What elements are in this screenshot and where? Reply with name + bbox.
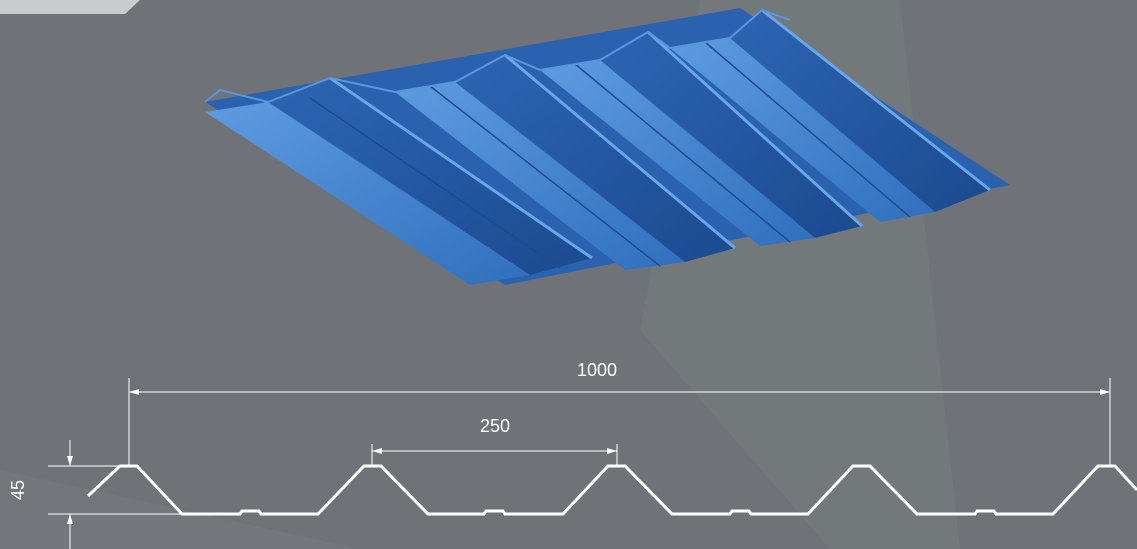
dimension-pitch: 250 <box>371 416 618 466</box>
stiffener-line <box>309 97 561 269</box>
rib-edge <box>329 76 593 260</box>
rib-edge <box>761 8 991 192</box>
stiffener-line <box>574 63 791 243</box>
corner-tab <box>0 0 140 14</box>
sheet-front-edge <box>204 8 791 104</box>
height-label: 45 <box>8 480 28 500</box>
sheet-valley <box>670 38 935 222</box>
roof-sheet-3d-render <box>204 8 1010 285</box>
stiffener-line <box>429 85 661 267</box>
background-band <box>0 470 360 549</box>
arrowhead-left <box>129 389 139 395</box>
arrowhead-height-top <box>67 456 73 466</box>
sheet-rib <box>600 32 862 238</box>
sheet-rib <box>268 78 592 275</box>
sheet-valley <box>205 102 530 285</box>
pitch-label: 250 <box>480 416 510 436</box>
arrowhead-pitch-right <box>607 448 617 454</box>
profile-line <box>86 464 1137 516</box>
dimension-height: 45 <box>8 440 182 549</box>
sheet-rib <box>455 55 735 262</box>
arrowhead-pitch-left <box>372 448 382 454</box>
total-width-label: 1000 <box>577 360 617 380</box>
sheet-rib <box>730 10 990 212</box>
dimension-total-width: 1000 <box>128 360 1111 466</box>
sheet-valley <box>395 82 685 270</box>
rib-edge <box>504 53 736 250</box>
sheet-valley <box>540 60 815 246</box>
rib-edge <box>646 30 864 228</box>
profile-cross-section <box>86 464 1137 516</box>
stiffener-line <box>704 41 911 218</box>
arrowhead-right <box>1100 389 1110 395</box>
arrowhead-height-bottom <box>67 514 73 524</box>
